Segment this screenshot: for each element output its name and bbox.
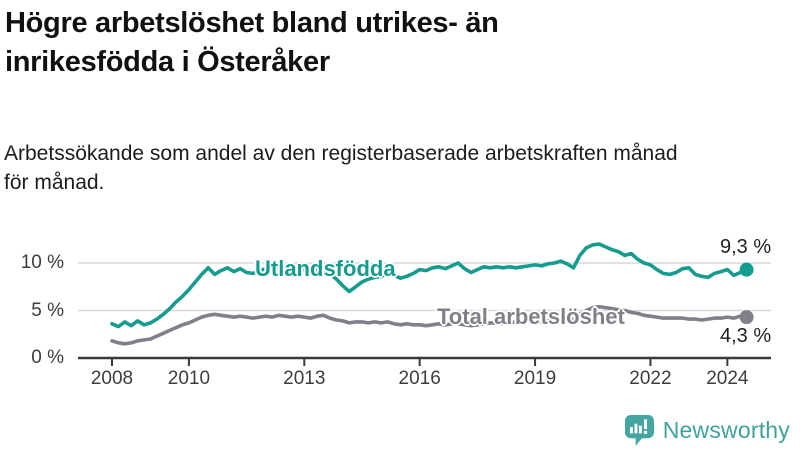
- x-axis-label-2010: 2010: [167, 368, 211, 389]
- series-end-dot-utlandsfodda: [739, 262, 754, 277]
- series-end-dot-total: [739, 310, 754, 325]
- x-axis-label-2024: 2024: [706, 368, 749, 389]
- y-axis-label-5: 5 %: [31, 299, 64, 321]
- page-title-line1: Högre arbetslöshet bland utrikes- än: [5, 7, 499, 39]
- page-title-line2: inrikesfödda i Österåker: [5, 46, 330, 78]
- chart-subtitle: Arbetssökande som andel av den registerb…: [4, 139, 794, 197]
- series-line-total: [110, 304, 749, 346]
- chart-subtitle-line1: Arbetssökande som andel av den registerb…: [4, 142, 678, 165]
- x-axis-label-2008: 2008: [90, 368, 134, 389]
- newsworthy-logo: Newsworthy: [624, 413, 790, 447]
- series-label-utlandsfodda: Utlandsfödda: [255, 256, 396, 281]
- x-axis-label-2022: 2022: [629, 368, 672, 389]
- series-label-total: Total arbetslöshet: [437, 304, 625, 329]
- x-axis-label-2019: 2019: [513, 368, 557, 389]
- y-axis-label-10: 10 %: [20, 252, 64, 273]
- series-line-utlandsfodda: [110, 242, 749, 329]
- x-axis-label-2013: 2013: [283, 368, 326, 389]
- page-title: Högre arbetslöshet bland utrikes- än inr…: [5, 4, 745, 82]
- chart-subtitle-line2: för månad.: [4, 171, 105, 194]
- y-axis-label-0: 0 %: [31, 347, 64, 368]
- end-value-label-utlandsfodda: 9,3 %: [720, 236, 772, 258]
- newsworthy-wordmark: Newsworthy: [662, 416, 790, 443]
- x-axis-label-2016: 2016: [398, 368, 441, 389]
- end-value-label-total: 4,3 %: [720, 325, 772, 347]
- newsworthy-speech-bubble-bar-chart-icon: [624, 414, 654, 446]
